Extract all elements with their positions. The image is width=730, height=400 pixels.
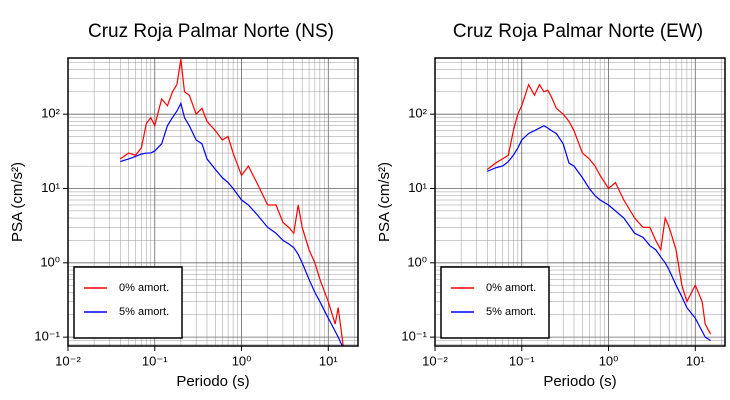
plot-area [486, 83, 712, 342]
y-tick-label: 10¹ [408, 180, 427, 195]
x-axis-label: Periodo (s) [176, 373, 249, 390]
y-tick-label: 10⁰ [407, 254, 427, 269]
y-tick-label: 10⁻¹ [401, 329, 427, 344]
legend-label: 5% amort. [119, 306, 169, 318]
plot-area [119, 59, 344, 346]
plot-frame [434, 57, 726, 347]
x-tick-label: 10¹ [319, 353, 338, 368]
y-axis-label: PSA (cm/s²) [376, 162, 393, 242]
chart: 10⁻² 10⁻¹ 10⁰ 10¹ 10⁻¹ 10⁰ 10¹ 10² 0% amort. 5% a… [376, 21, 726, 390]
plot-frame [67, 57, 359, 347]
x-tick-label: 10⁰ [599, 353, 619, 368]
series-line [487, 124, 711, 342]
series-line [119, 59, 344, 346]
legend-box [440, 266, 550, 339]
series-line [486, 83, 712, 335]
y-tick-label: 10⁰ [40, 254, 60, 269]
x-tick-label: 10⁰ [232, 353, 252, 368]
legend-label: 0% amort. [119, 282, 169, 294]
y-tick-label: 10² [408, 106, 427, 121]
x-tick-label: 10¹ [686, 353, 705, 368]
chart-title: Cruz Roja Palmar Norte (NS) [88, 21, 334, 42]
x-tick-label: 10⁻¹ [142, 353, 168, 368]
x-axis-label: Periodo (s) [543, 373, 616, 390]
legend-label: 5% amort. [486, 306, 536, 318]
y-tick-label: 10² [41, 106, 60, 121]
x-tick-label: 10⁻² [55, 353, 81, 368]
chart: 10⁻² 10⁻¹ 10⁰ 10¹ 10⁻¹ 10⁰ 10¹ 10² 0% amort. 5% a… [9, 21, 359, 390]
legend-box [73, 266, 183, 339]
y-tick-label: 10¹ [41, 180, 60, 195]
y-axis-label: PSA (cm/s²) [9, 162, 26, 242]
x-tick-label: 10⁻² [422, 353, 448, 368]
series-line [120, 101, 343, 346]
legend-label: 0% amort. [486, 282, 536, 294]
x-tick-label: 10⁻¹ [509, 353, 535, 368]
y-tick-label: 10⁻¹ [34, 329, 60, 344]
chart-title: Cruz Roja Palmar Norte (EW) [453, 21, 703, 42]
